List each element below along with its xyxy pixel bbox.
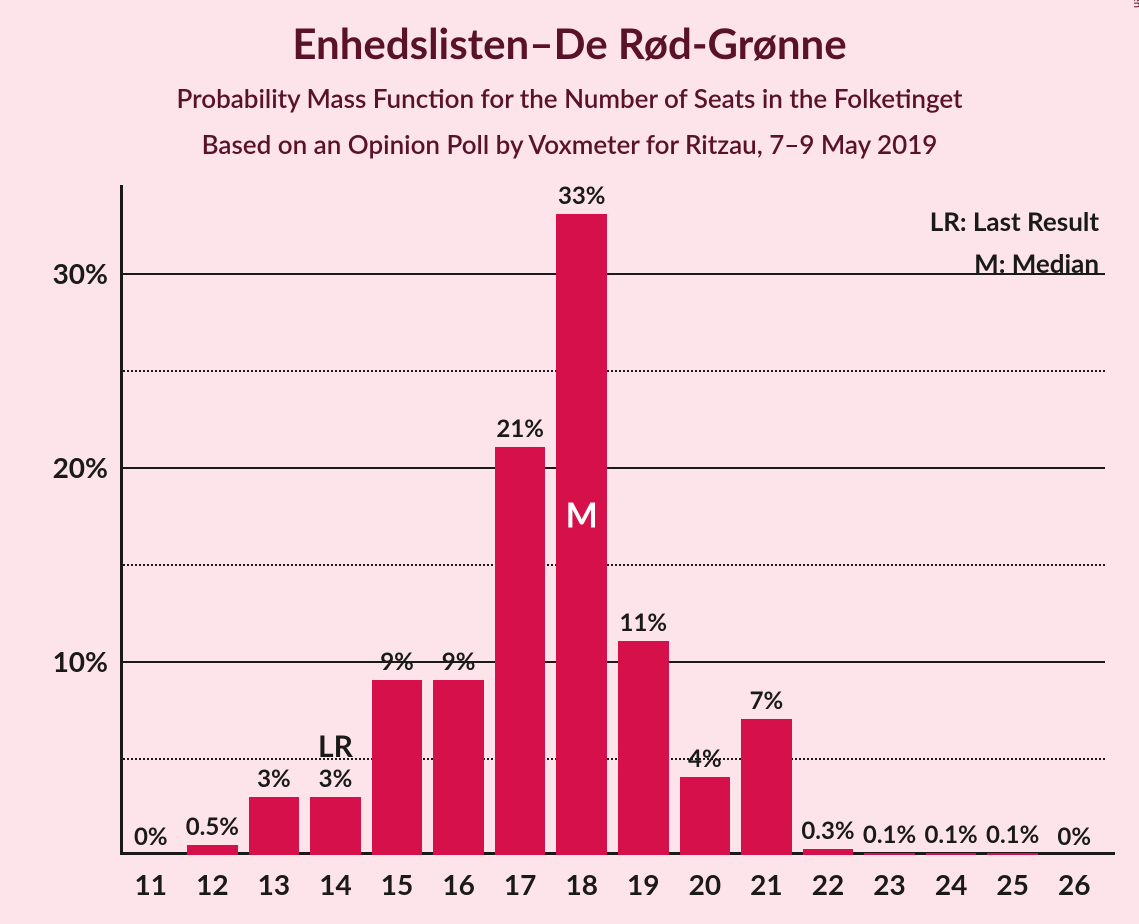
gridline-minor xyxy=(120,564,1105,566)
x-tick-label: 21 xyxy=(750,855,782,901)
x-tick-label: 22 xyxy=(812,855,844,901)
bar xyxy=(680,777,730,855)
x-tick-label: 13 xyxy=(258,855,290,901)
lr-annotation: LR3% xyxy=(318,728,353,797)
copyright-text: © 2019 Filip van Laenen xyxy=(1131,0,1139,8)
bar xyxy=(495,447,545,855)
bar xyxy=(310,797,360,855)
x-tick-label: 23 xyxy=(873,855,905,901)
x-tick-label: 24 xyxy=(935,855,967,901)
bar-value-label: 3% xyxy=(257,764,291,797)
legend: LR: Last ResultM: Median xyxy=(930,201,1099,284)
x-tick-label: 12 xyxy=(196,855,228,901)
legend-m: M: Median xyxy=(930,243,1099,285)
bar-value-label: 9% xyxy=(380,647,414,680)
bar xyxy=(249,797,299,855)
bar xyxy=(433,680,483,855)
chart-plot-area: 10%20%30%0%110.5%123%13149%159%1621%1733… xyxy=(120,195,1105,855)
bar-value-label: 0% xyxy=(1057,822,1091,855)
x-tick-label: 25 xyxy=(996,855,1028,901)
bar-value-label: 0.3% xyxy=(801,816,854,849)
bar-value-label: 11% xyxy=(620,608,668,641)
y-axis xyxy=(120,185,123,855)
gridline-minor xyxy=(120,370,1105,372)
x-tick-label: 26 xyxy=(1058,855,1090,901)
bar-value-label: 0% xyxy=(134,822,168,855)
gridline-minor xyxy=(120,758,1105,760)
gridline-major xyxy=(120,467,1105,469)
legend-lr: LR: Last Result xyxy=(930,201,1099,243)
bar-value-label: 0.1% xyxy=(924,820,977,853)
bar xyxy=(372,680,422,855)
bar xyxy=(187,845,237,855)
x-tick-label: 14 xyxy=(319,855,351,901)
bar-value-label: 0.5% xyxy=(186,812,239,845)
bar-value-label: 9% xyxy=(442,647,476,680)
chart-subtitle-2: Based on an Opinion Poll by Voxmeter for… xyxy=(0,128,1139,160)
bar xyxy=(618,641,668,855)
bar-value-label: 3% xyxy=(318,764,353,793)
gridline-major xyxy=(120,661,1105,663)
x-tick-label: 17 xyxy=(504,855,536,901)
bar-value-label: 21% xyxy=(496,414,544,447)
lr-label: LR xyxy=(318,728,353,764)
bar-value-label: 0.1% xyxy=(863,820,916,853)
bar-value-label: 4% xyxy=(688,744,722,777)
x-tick-label: 16 xyxy=(442,855,474,901)
bar-value-label: 0.1% xyxy=(986,820,1039,853)
y-tick-label: 30% xyxy=(53,256,120,290)
x-tick-label: 11 xyxy=(135,855,167,901)
bar-value-label: 7% xyxy=(750,686,784,719)
x-tick-label: 20 xyxy=(689,855,721,901)
x-tick-label: 18 xyxy=(565,855,597,901)
x-tick-label: 19 xyxy=(627,855,659,901)
chart-title: Enhedslisten–De Rød-Grønne xyxy=(0,0,1139,68)
bar xyxy=(741,719,791,855)
y-tick-label: 20% xyxy=(53,450,120,484)
bar-value-label: 33% xyxy=(558,181,606,214)
chart-subtitle-1: Probability Mass Function for the Number… xyxy=(0,82,1139,114)
y-tick-label: 10% xyxy=(53,644,120,678)
x-tick-label: 15 xyxy=(381,855,413,901)
median-mark: M xyxy=(566,495,598,536)
